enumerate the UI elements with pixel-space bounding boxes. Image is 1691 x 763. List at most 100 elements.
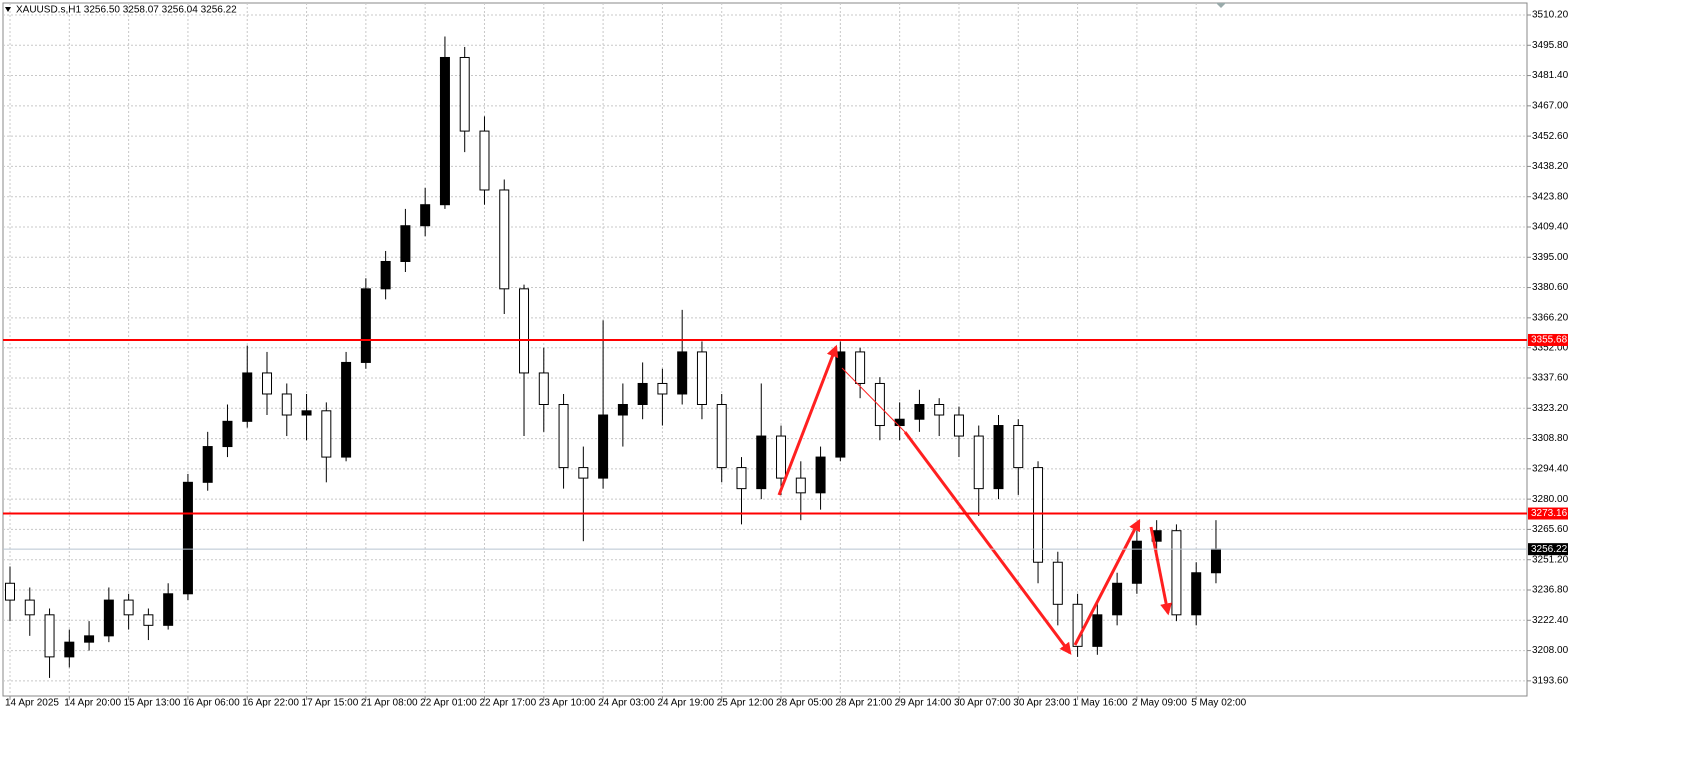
y-tick-label: 3510.20: [1532, 10, 1569, 21]
candle-body: [64, 641, 75, 658]
candle-body: [795, 477, 806, 494]
y-tick-label: 3380.60: [1532, 282, 1569, 293]
arrow: [903, 431, 1072, 655]
y-tick-label: 3352.00: [1532, 342, 1569, 353]
x-tick-label: 24 Apr 19:00: [657, 698, 714, 709]
x-tick-label: 24 Apr 03:00: [598, 698, 655, 709]
candle-body: [24, 599, 35, 616]
y-tick-label: 3452.60: [1532, 131, 1569, 142]
candle-body: [380, 260, 391, 290]
candle-body: [953, 414, 964, 437]
x-tick-label: 28 Apr 05:00: [776, 698, 833, 709]
x-tick-label: 2 May 09:00: [1132, 698, 1187, 709]
candle-body: [202, 446, 213, 483]
candle-body: [222, 420, 233, 448]
candles: [5, 36, 1221, 678]
candle-body: [1052, 561, 1063, 605]
candle-body: [281, 393, 292, 416]
level-label-box: [1528, 543, 1568, 556]
candle-body: [519, 288, 530, 374]
x-tick-label: 28 Apr 21:00: [835, 698, 892, 709]
candle-body: [242, 372, 253, 422]
candle-body: [736, 467, 747, 490]
y-tick-label: 3294.40: [1532, 463, 1569, 474]
x-tick-label: 22 Apr 01:00: [420, 698, 477, 709]
x-tick-label: 30 Apr 23:00: [1013, 698, 1070, 709]
x-tick-label: 16 Apr 06:00: [183, 698, 240, 709]
candle-body: [84, 635, 95, 643]
candle-body: [696, 351, 707, 405]
x-tick-label: 29 Apr 14:00: [895, 698, 952, 709]
y-tick-label: 3423.80: [1532, 191, 1569, 202]
candle-body: [637, 382, 648, 405]
y-tick-label: 3495.80: [1532, 40, 1569, 51]
candle-body: [1131, 540, 1142, 584]
candle-body: [341, 361, 352, 458]
candle-body: [776, 435, 787, 479]
arrow-thin: [841, 367, 906, 433]
y-tick-label: 3208.00: [1532, 645, 1569, 656]
candle-body: [1210, 548, 1221, 574]
candle-body: [578, 467, 589, 479]
candle-body: [538, 372, 549, 405]
x-tick-label: 21 Apr 08:00: [361, 698, 418, 709]
level-label: 3273.16: [1531, 508, 1568, 519]
candle-body: [558, 403, 569, 469]
candle-body: [598, 414, 609, 479]
candle-body: [973, 435, 984, 490]
candle-body: [1112, 582, 1123, 616]
candle-body: [301, 410, 312, 416]
chart-title: XAUUSD.s,H1 3256.50 3258.07 3256.04 3256…: [16, 5, 237, 16]
candle-body: [439, 56, 450, 206]
candle-body: [835, 351, 846, 458]
y-tick-label: 3366.20: [1532, 312, 1569, 323]
y-tick-label: 3409.40: [1532, 222, 1569, 233]
y-tick-label: 3280.00: [1532, 494, 1569, 505]
arrow: [777, 344, 839, 496]
candle-body: [1092, 614, 1103, 647]
candle-body: [934, 403, 945, 416]
arrow: [1149, 526, 1173, 616]
level-label-box: [1528, 333, 1568, 346]
candle-body: [894, 418, 905, 427]
candle-body: [1033, 467, 1044, 563]
level-label-box: [1528, 507, 1568, 520]
candle-body: [874, 382, 885, 427]
candle-body: [163, 593, 174, 626]
candle-body: [5, 582, 15, 601]
candle-body: [815, 456, 826, 494]
x-tick-label: 1 May 16:00: [1073, 698, 1128, 709]
y-tick-label: 3193.60: [1532, 675, 1569, 686]
arrows: [777, 344, 1173, 655]
candle-body: [182, 481, 193, 595]
candle-body: [1171, 530, 1182, 616]
y-tick-label: 3337.60: [1532, 373, 1569, 384]
candle-body: [1013, 425, 1024, 469]
candle-body: [360, 288, 371, 363]
candle-body: [103, 599, 114, 637]
candle-body: [1191, 572, 1202, 616]
candle-body: [479, 130, 490, 191]
candle-body: [855, 351, 866, 384]
y-tick-label: 3236.80: [1532, 585, 1569, 596]
x-tick-label: 15 Apr 13:00: [124, 698, 181, 709]
candle-body: [677, 351, 688, 395]
candle-body: [499, 189, 510, 290]
candle-body: [716, 403, 727, 469]
candle-body: [617, 403, 628, 416]
arrow: [1073, 518, 1141, 646]
candle-body: [400, 225, 411, 262]
level-label: 3355.68: [1531, 335, 1568, 346]
candle-body: [262, 372, 273, 395]
shift-marker: [1216, 3, 1226, 8]
x-tick-label: 5 May 02:00: [1191, 698, 1246, 709]
candle-body: [321, 410, 332, 458]
title-icon: [5, 7, 11, 12]
y-tick-label: 3438.20: [1532, 161, 1569, 172]
plot-area: [2, 2, 1528, 697]
candle-body: [420, 204, 431, 227]
x-tick-label: 25 Apr 12:00: [717, 698, 774, 709]
y-tick-label: 3222.40: [1532, 615, 1569, 626]
y-tick-label: 3395.00: [1532, 252, 1569, 263]
